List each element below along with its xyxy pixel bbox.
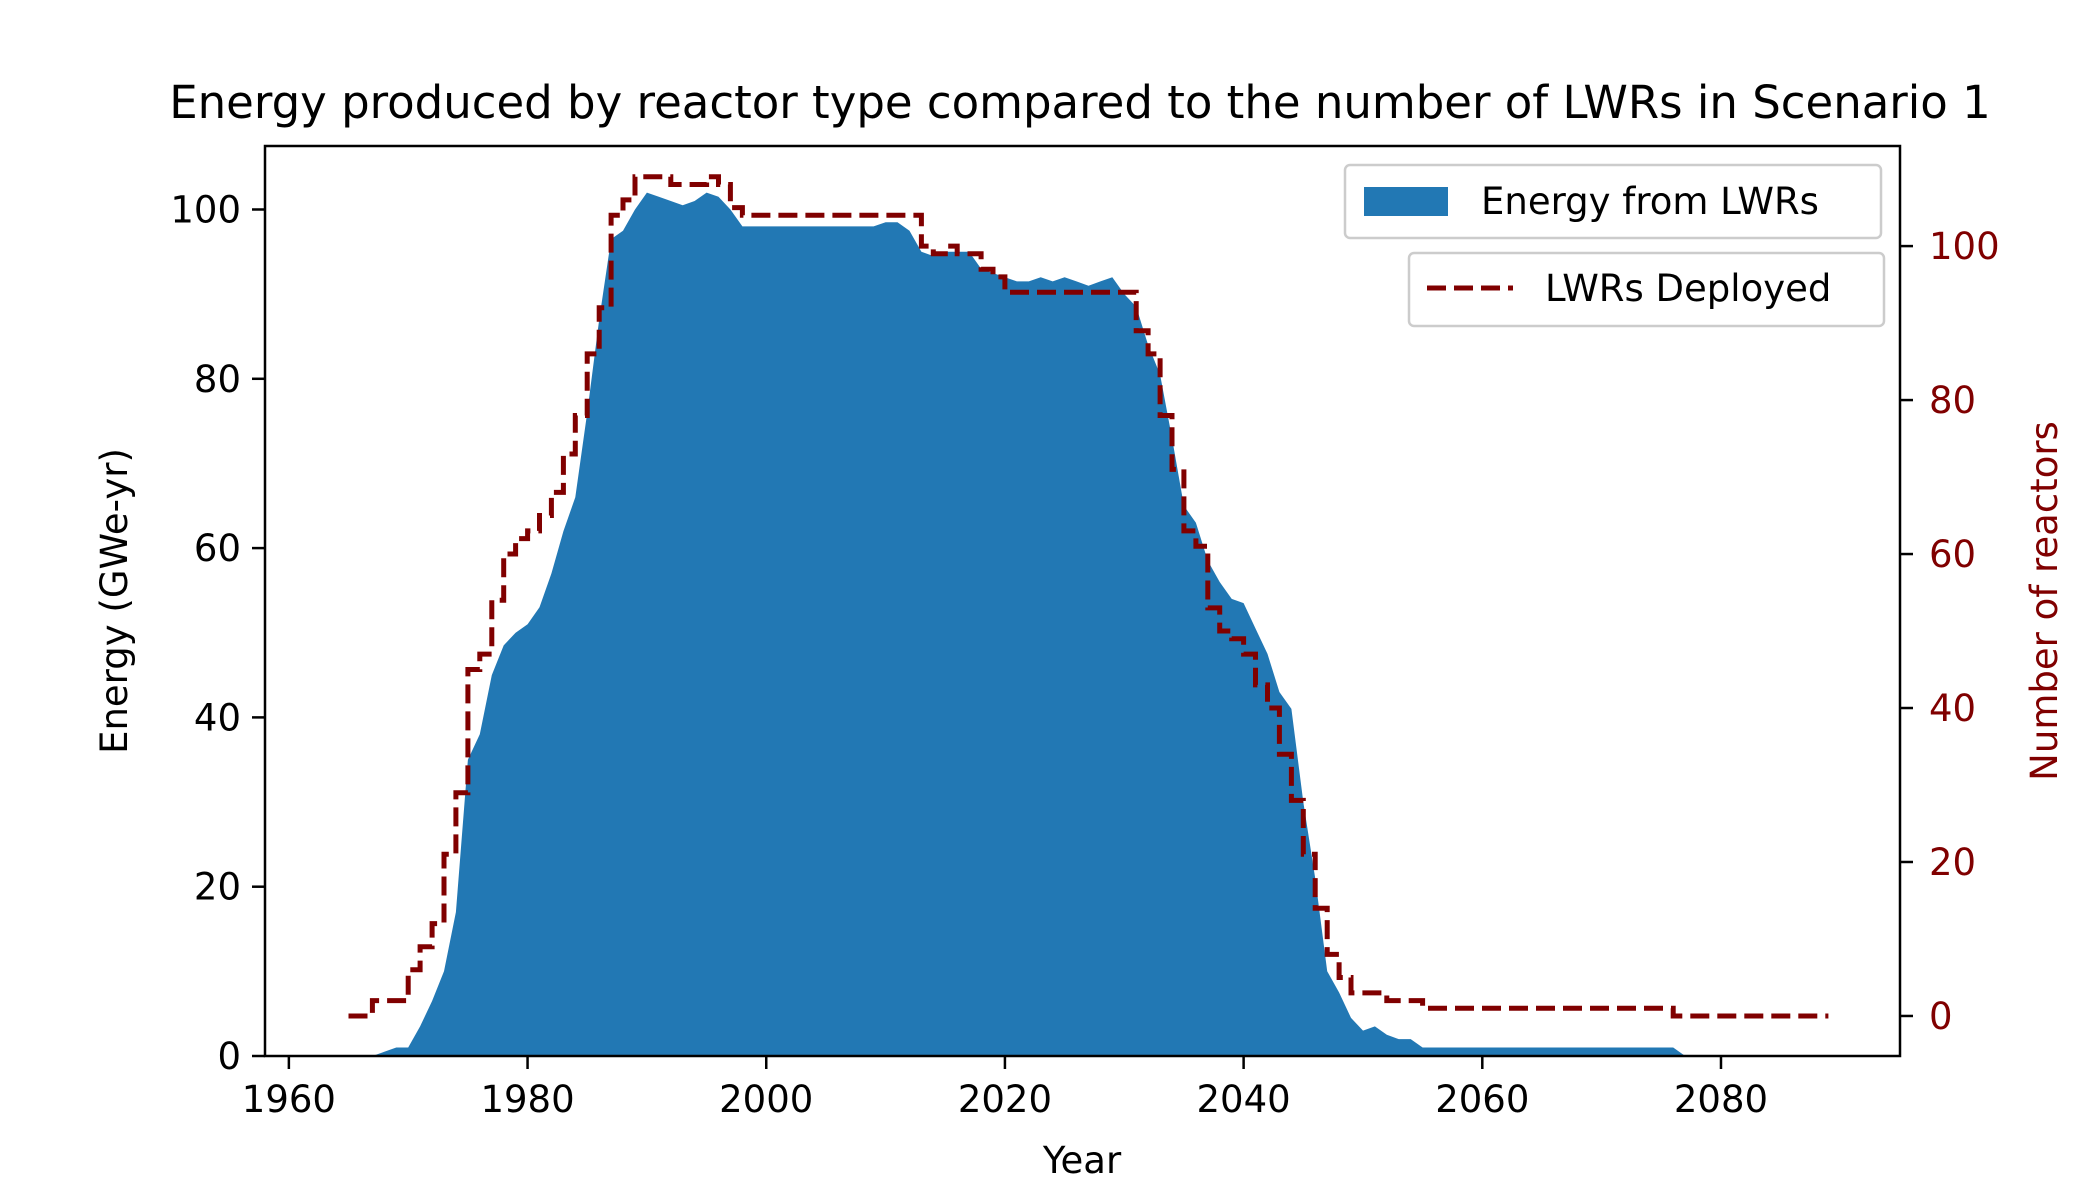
y-tick-label: 40	[194, 696, 241, 739]
legend-deployed-label: LWRs Deployed	[1545, 267, 1831, 310]
legend-energy-swatch	[1364, 187, 1448, 216]
plot-area	[348, 174, 1829, 1057]
y-axis-right: 0 20 40 60 80 100	[1900, 225, 2000, 1038]
legend-energy-box	[1343, 163, 1883, 240]
y-tick-label: 80	[194, 358, 241, 401]
y-tick-label: 60	[194, 527, 241, 570]
y-axis-label: Energy (GWe-yr)	[93, 448, 136, 754]
x-tick-label: 2000	[719, 1078, 813, 1121]
y-right-tick-label: 0	[1929, 995, 1953, 1038]
x-tick-label: 2020	[958, 1078, 1052, 1121]
legend-energy-label: Energy from LWRs	[1481, 180, 1819, 223]
x-tick-label: 2080	[1674, 1078, 1768, 1121]
y-right-tick-label: 20	[1929, 841, 1976, 884]
y-right-tick-label: 40	[1929, 687, 1976, 730]
chart-title: Energy produced by reactor type compared…	[169, 76, 1991, 129]
y-tick-label: 100	[170, 188, 241, 231]
y-right-tick-label: 60	[1929, 533, 1976, 576]
x-axis: 1960 1980 2000 2020 2040 2060 2080	[242, 1056, 1768, 1121]
axes-frame	[263, 144, 1902, 1058]
legend-deployed-box	[1407, 251, 1886, 328]
y-tick-label: 0	[217, 1035, 241, 1078]
x-tick-label: 1960	[242, 1078, 336, 1121]
x-tick-label: 1980	[480, 1078, 574, 1121]
legend-deployed: LWRs Deployed	[1407, 251, 1886, 328]
y-tick-label: 20	[194, 866, 241, 909]
y-axis-right-label: Number of reactors	[2023, 421, 2066, 781]
lwrs-deployed-line	[348, 174, 1829, 1019]
y-right-tick-label: 100	[1929, 225, 2000, 268]
y-right-tick-label: 80	[1929, 379, 1976, 422]
y-axis-left: 0 20 40 60 80 100	[170, 188, 265, 1078]
x-tick-label: 2040	[1197, 1078, 1291, 1121]
x-tick-label: 2060	[1435, 1078, 1529, 1121]
x-axis-label: Year	[1042, 1139, 1122, 1182]
energy-area	[348, 192, 1686, 1057]
legend-energy: Energy from LWRs	[1343, 163, 1883, 240]
